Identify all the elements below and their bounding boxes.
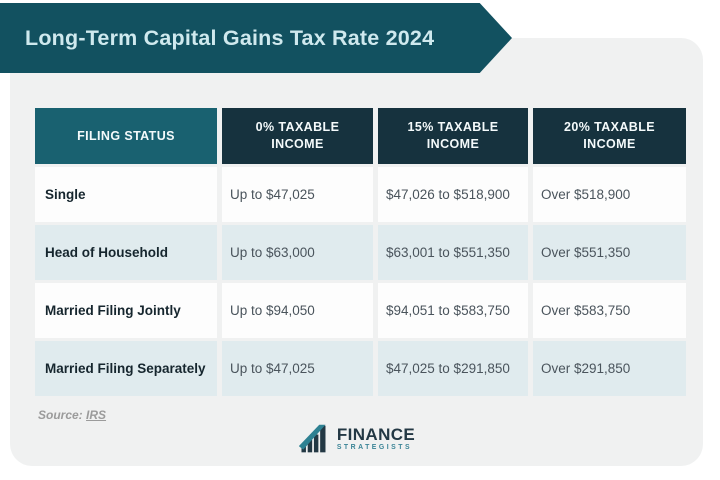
tax-rate-table: FILING STATUS 0% TAXABLE INCOME 15% TAXA… bbox=[35, 108, 686, 396]
cell-20-percent: Over $518,900 bbox=[533, 167, 686, 222]
cell-15-percent: $47,026 to $518,900 bbox=[378, 167, 528, 222]
column-header-label: 0% TAXABLE INCOME bbox=[255, 120, 340, 151]
finance-strategists-logo: FINANCE STRATEGISTS bbox=[298, 423, 415, 455]
cell-0-percent: Up to $94,050 bbox=[222, 283, 373, 338]
cell-filing-status: Single bbox=[35, 167, 217, 222]
cell-filing-status: Head of Household bbox=[35, 225, 217, 280]
column-header-20-percent: 20% TAXABLE INCOME bbox=[533, 108, 686, 164]
cell-filing-status: Married Filing Jointly bbox=[35, 283, 217, 338]
cell-20-percent: Over $583,750 bbox=[533, 283, 686, 338]
cell-15-percent: $47,025 to $291,850 bbox=[378, 341, 528, 396]
column-header-label: 15% TAXABLE INCOME bbox=[407, 120, 499, 151]
logo-subname: STRATEGISTS bbox=[336, 444, 413, 452]
cell-0-percent: Up to $47,025 bbox=[222, 341, 373, 396]
cell-15-percent: $63,001 to $551,350 bbox=[378, 225, 528, 280]
logo-wordmark: FINANCE STRATEGISTS bbox=[337, 426, 415, 452]
source-link[interactable]: IRS bbox=[86, 408, 107, 422]
cell-20-percent: Over $291,850 bbox=[533, 341, 686, 396]
cell-0-percent: Up to $63,000 bbox=[222, 225, 373, 280]
growth-bars-icon bbox=[298, 424, 326, 453]
column-header-label: 20% TAXABLE INCOME bbox=[564, 120, 655, 151]
column-header-0-percent: 0% TAXABLE INCOME bbox=[222, 108, 373, 164]
column-header-filing-status: FILING STATUS bbox=[35, 108, 217, 164]
cell-0-percent: Up to $47,025 bbox=[222, 167, 373, 222]
title-banner: Long-Term Capital Gains Tax Rate 2024 bbox=[0, 3, 512, 73]
source-note: Source: IRS bbox=[38, 408, 106, 422]
page-title: Long-Term Capital Gains Tax Rate 2024 bbox=[25, 25, 435, 50]
source-label: Source: bbox=[38, 408, 83, 422]
column-header-15-percent: 15% TAXABLE INCOME bbox=[378, 108, 528, 164]
cell-15-percent: $94,051 to $583,750 bbox=[378, 283, 528, 338]
cell-filing-status: Married Filing Separately bbox=[35, 341, 217, 396]
column-header-label: FILING STATUS bbox=[77, 128, 175, 143]
cell-20-percent: Over $551,350 bbox=[533, 225, 686, 280]
logo-name: FINANCE bbox=[336, 425, 416, 445]
